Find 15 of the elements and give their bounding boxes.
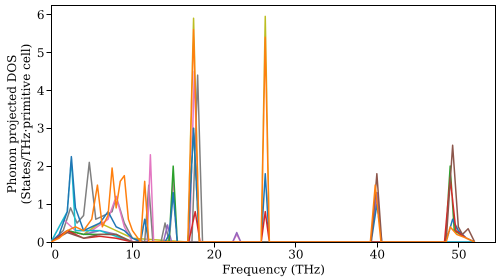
x-tick-label: 0: [52, 248, 60, 262]
y-tick-label: 0: [36, 236, 44, 250]
x-tick-label: 50: [451, 248, 466, 262]
x-axis-title: Frequency (THz): [222, 262, 325, 276]
x-tick-label: 30: [288, 248, 304, 262]
y-tick-label: 4: [36, 84, 45, 98]
y-tick-label: 5: [36, 46, 44, 60]
y-axis-title: Phonon projected DOS (States/THz·primitive cell): [4, 44, 33, 204]
y-tick-label: 6: [36, 8, 44, 22]
y-tick-label: 2: [36, 160, 44, 174]
y-tick-label: 3: [36, 122, 44, 136]
y-tick-label: 1: [36, 198, 44, 212]
x-tick-label: 10: [125, 248, 141, 262]
x-tick-label: 40: [370, 248, 386, 262]
x-tick-label: 20: [206, 248, 222, 262]
